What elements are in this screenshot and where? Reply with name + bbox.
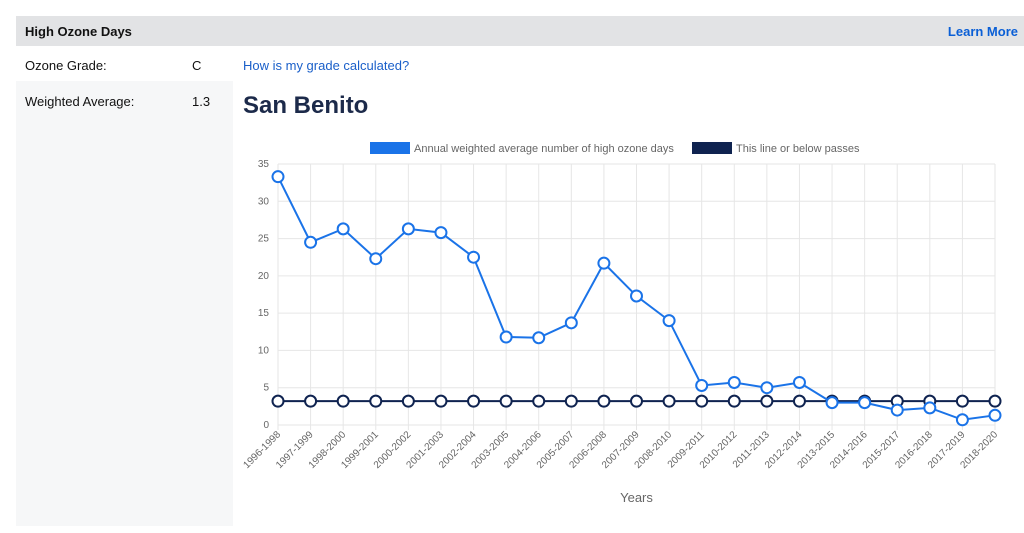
header-bar [16, 16, 1024, 46]
data-point-weighted-average [271, 170, 285, 184]
data-point-weighted-average [955, 413, 969, 427]
data-point-weighted-average [630, 289, 643, 303]
data-point-weighted-average [988, 408, 1002, 422]
data-point-weighted-average [890, 403, 904, 417]
y-tick-label: 15 [258, 308, 270, 319]
data-point-threshold [271, 394, 285, 408]
data-point-weighted-average [825, 396, 839, 410]
data-point-weighted-average [662, 314, 676, 328]
ozone-grade-label: Ozone Grade: [25, 58, 107, 73]
data-point-weighted-average [564, 316, 578, 330]
y-tick-label: 25 [258, 234, 270, 245]
y-tick-label: 10 [258, 345, 270, 356]
data-point-weighted-average [369, 252, 383, 266]
weighted-average-value: 1.3 [192, 94, 211, 109]
data-point-threshold [792, 394, 806, 408]
data-point-weighted-average [760, 381, 774, 395]
weighted-average-label: Weighted Average: [25, 94, 135, 109]
legend-label: This line or below passes [736, 143, 860, 155]
data-point-weighted-average [401, 222, 415, 236]
data-point-weighted-average [792, 375, 806, 389]
legend-swatch [370, 142, 410, 154]
data-point-weighted-average [434, 226, 448, 240]
y-tick-label: 35 [258, 159, 270, 170]
ozone-grade-value: C [192, 58, 202, 73]
x-axis-title: Years [620, 490, 653, 505]
data-point-weighted-average [499, 330, 513, 344]
data-point-weighted-average [336, 222, 350, 236]
data-point-threshold [499, 394, 513, 408]
data-point-threshold [695, 394, 709, 408]
data-point-threshold [760, 394, 774, 408]
chart-area [233, 81, 1024, 526]
data-point-weighted-average [304, 235, 318, 249]
data-point-threshold [369, 394, 383, 408]
grade-calculation-link[interactable]: How is my grade calculated? [243, 58, 410, 73]
section-title: High Ozone Days [25, 24, 132, 39]
data-point-threshold [467, 394, 481, 408]
data-point-weighted-average [695, 378, 709, 392]
data-point-weighted-average [923, 401, 937, 415]
data-point-threshold [955, 394, 969, 408]
legend-swatch [692, 142, 732, 154]
data-point-weighted-average [532, 331, 546, 345]
data-point-threshold [727, 394, 741, 408]
data-point-weighted-average [597, 256, 611, 270]
line-chart: 051015202530351996-19981997-19991998-200… [242, 142, 1002, 505]
legend-label: Annual weighted average number of high o… [414, 143, 674, 155]
data-point-threshold [988, 394, 1002, 408]
data-point-threshold [564, 394, 578, 408]
y-tick-label: 30 [258, 196, 270, 207]
y-tick-label: 5 [263, 383, 269, 394]
data-point-threshold [401, 394, 415, 408]
data-point-threshold [532, 394, 546, 408]
data-point-threshold [336, 394, 350, 408]
y-tick-label: 0 [263, 420, 269, 431]
chart-title: San Benito [243, 92, 369, 119]
data-point-weighted-average [727, 375, 741, 389]
data-point-threshold [434, 394, 448, 408]
data-point-threshold [597, 394, 611, 408]
data-point-weighted-average [467, 250, 481, 264]
learn-more-link[interactable]: Learn More [947, 24, 1018, 39]
data-point-threshold [630, 394, 643, 408]
data-point-weighted-average [858, 396, 872, 410]
data-point-threshold [662, 394, 676, 408]
y-tick-label: 20 [258, 271, 270, 282]
grade-row [16, 46, 1024, 81]
data-point-threshold [304, 394, 318, 408]
